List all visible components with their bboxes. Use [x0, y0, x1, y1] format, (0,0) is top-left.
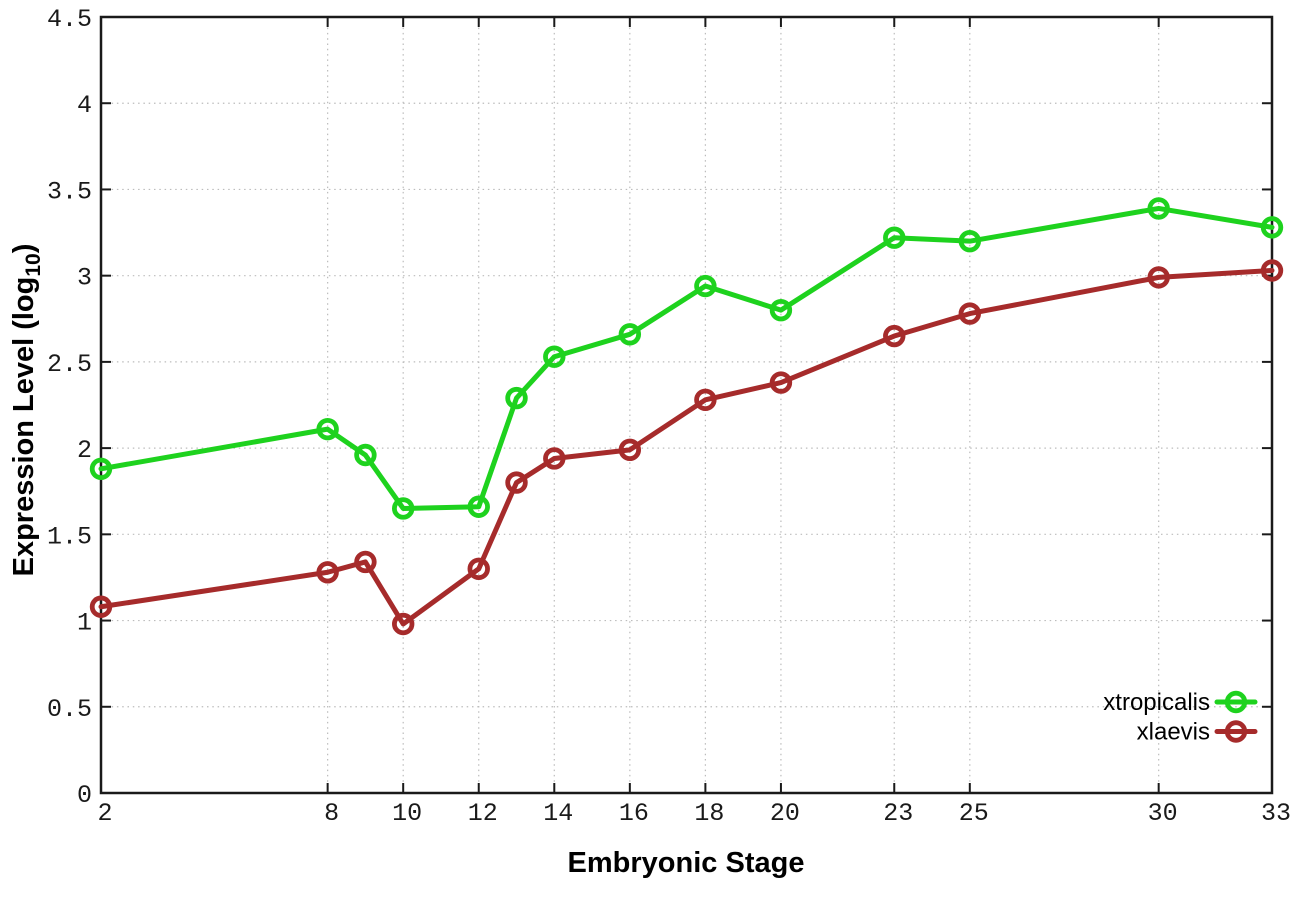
plot-border [99, 15, 1274, 795]
data-point-xtropicalis [883, 226, 906, 249]
data-point-xtropicalis [769, 298, 793, 322]
x-tick-label: 2 [97, 799, 112, 828]
data-point-xlaevis [391, 612, 415, 636]
data-point-xtropicalis [316, 417, 339, 441]
x-tick-label: 23 [883, 799, 913, 828]
data-point-xtropicalis [505, 386, 528, 410]
x-tick-label: 8 [324, 799, 339, 828]
y-tick-label: 1 [77, 609, 92, 638]
axis-ticks [100, 16, 1273, 794]
data-point-xtropicalis [958, 229, 982, 253]
data-point-xlaevis [543, 447, 566, 470]
data-point-xlaevis [694, 388, 717, 412]
data-point-xlaevis [958, 302, 982, 325]
y-axis-title-main: Expression Level (log [8, 277, 40, 577]
x-tick-label: 14 [543, 799, 573, 828]
data-point-xtropicalis [618, 323, 642, 346]
legend-label-xtropicalis: xtropicalis [1103, 689, 1210, 716]
y-tick-label: 2.5 [47, 350, 92, 379]
data-point-xtropicalis [467, 495, 490, 518]
x-axis-title: Embryonic Stage [568, 847, 805, 879]
data-point-xtropicalis [694, 274, 717, 298]
y-tick-label: 3 [77, 264, 92, 293]
y-axis-title-subscript: 10 [22, 253, 45, 276]
y-tick-label: 2 [77, 436, 92, 465]
data-point-xlaevis [1260, 259, 1284, 282]
tick-labels: 2 8 10 12 14 16 18 20 23 25 30 33 0 0.5 1 1.5 2 2.5 3 3.5 4 4… [47, 5, 1291, 828]
data-point-xlaevis [505, 471, 528, 494]
y-tick-label: 4.5 [47, 5, 92, 34]
legend: xtropicalis xlaevis [1103, 689, 1258, 746]
data-point-xlaevis [467, 557, 490, 581]
legend-label-xlaevis: xlaevis [1137, 719, 1210, 746]
y-tick-label: 4 [77, 91, 92, 120]
y-tick-label: 3.5 [47, 177, 92, 206]
data-point-xlaevis [1147, 266, 1170, 289]
data-point-xlaevis [89, 595, 113, 618]
data-point-xlaevis [354, 550, 377, 574]
x-tick-label: 16 [619, 799, 649, 828]
x-tick-label: 20 [770, 799, 800, 828]
y-axis-title-close: ) [8, 244, 40, 254]
legend-sample-marker-xtropicalis [1224, 690, 1248, 714]
series-line-xlaevis [98, 267, 1275, 627]
x-tick-label: 12 [468, 799, 498, 828]
data-point-xtropicalis [391, 497, 415, 520]
data-point-xlaevis [618, 438, 642, 462]
data-point-xlaevis [883, 324, 906, 348]
data-point-xtropicalis [89, 457, 113, 481]
data-point-xlaevis [769, 371, 793, 394]
data-point-xtropicalis [543, 345, 566, 368]
y-axis-title: Expression Level (log10) [8, 244, 45, 577]
y-tick-label: 0.5 [47, 695, 92, 724]
legend-sample-marker-xlaevis [1224, 720, 1248, 743]
data-series [89, 197, 1284, 636]
gridlines [101, 17, 1272, 793]
data-point-xtropicalis [1260, 216, 1284, 239]
data-point-xtropicalis [354, 443, 377, 467]
data-point-xlaevis [316, 561, 339, 584]
x-tick-label: 10 [392, 799, 422, 828]
x-tick-label: 18 [694, 799, 724, 828]
x-tick-label: 33 [1261, 799, 1291, 828]
y-tick-label: 0 [77, 781, 92, 810]
series-line-xtropicalis [98, 205, 1275, 511]
y-tick-label: 1.5 [47, 522, 92, 551]
x-tick-label: 25 [959, 799, 989, 828]
data-point-xtropicalis [1147, 197, 1170, 220]
x-tick-label: 30 [1148, 799, 1178, 828]
